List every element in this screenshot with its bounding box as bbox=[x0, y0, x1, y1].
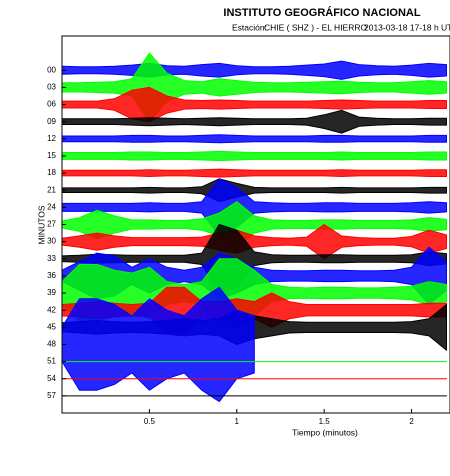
x-tick-label: 1 bbox=[235, 417, 240, 426]
y-tick-label: 00 bbox=[47, 65, 56, 74]
y-tick-label: 57 bbox=[47, 391, 56, 400]
x-tick-label: 2 bbox=[409, 417, 414, 426]
y-tick-label: 36 bbox=[47, 271, 56, 280]
y-tick-label: 03 bbox=[47, 83, 56, 92]
y-tick-label: 27 bbox=[47, 220, 56, 229]
y-tick-label: 21 bbox=[47, 185, 56, 194]
trace bbox=[62, 178, 447, 237]
y-tick-label: 24 bbox=[47, 202, 56, 211]
trace bbox=[62, 86, 447, 123]
date: 2013-03-18 17-18 h UTC bbox=[364, 22, 450, 32]
trace bbox=[62, 178, 447, 203]
trace bbox=[62, 150, 447, 161]
y-tick-label: 09 bbox=[47, 117, 56, 126]
y-axis-label: MINUTOS bbox=[36, 205, 46, 244]
y-tick-label: 12 bbox=[47, 134, 56, 143]
trace bbox=[62, 286, 255, 403]
trace bbox=[62, 224, 447, 260]
trace bbox=[62, 109, 447, 134]
x-axis-label: Tiempo (minutos) bbox=[292, 427, 358, 437]
station: CHIE ( SHZ ) - EL HIERRO bbox=[264, 22, 367, 32]
trace bbox=[62, 201, 447, 248]
y-tick-label: 48 bbox=[47, 340, 56, 349]
y-tick-label: 42 bbox=[47, 305, 56, 314]
x-tick-label: 1.5 bbox=[319, 417, 331, 426]
y-tick-label: 39 bbox=[47, 288, 56, 297]
x-tick-label: 0.5 bbox=[144, 417, 156, 426]
trace bbox=[62, 60, 447, 80]
y-tick-label: 06 bbox=[47, 100, 56, 109]
y-tick-label: 54 bbox=[47, 374, 56, 383]
y-tick-label: 45 bbox=[47, 322, 56, 331]
trace bbox=[62, 134, 447, 144]
traces bbox=[62, 52, 447, 403]
y-tick-label: 51 bbox=[47, 357, 56, 366]
y-tick-label: 33 bbox=[47, 254, 56, 263]
y-tick-label: 15 bbox=[47, 151, 56, 160]
station-label: Estación: bbox=[232, 22, 267, 32]
chart-title: INSTITUTO GEOGRÁFICO NACIONAL bbox=[223, 6, 420, 19]
y-tick-label: 18 bbox=[47, 168, 56, 177]
trace bbox=[62, 168, 447, 178]
y-tick-label: 30 bbox=[47, 237, 56, 246]
